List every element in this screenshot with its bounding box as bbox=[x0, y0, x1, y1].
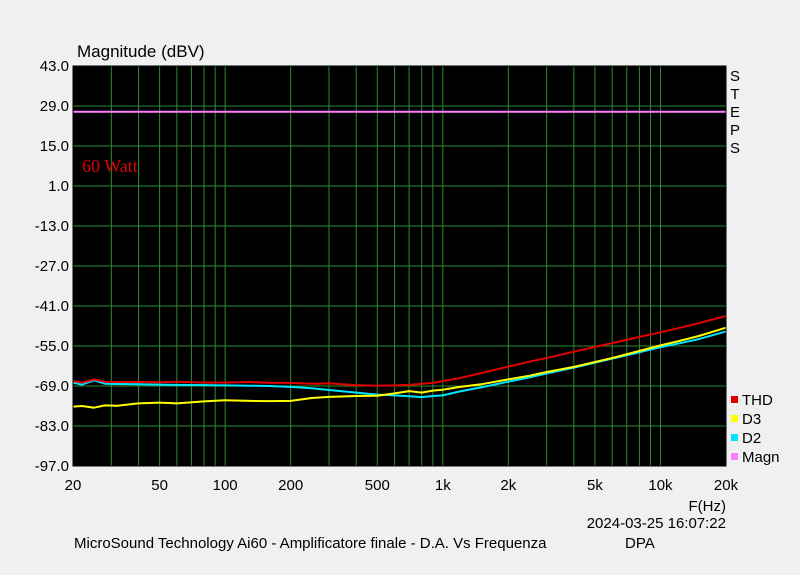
y-tick-label: -83.0 bbox=[35, 418, 69, 435]
x-tick-label: 20 bbox=[65, 477, 82, 494]
power-annotation: 60 Watt bbox=[82, 156, 138, 176]
x-tick-label: 5k bbox=[587, 477, 603, 494]
legend-swatch-thd bbox=[731, 396, 738, 403]
legend-swatch-magn bbox=[731, 453, 738, 460]
y-tick-label: -27.0 bbox=[35, 258, 69, 275]
series-group bbox=[72, 110, 727, 409]
y-tick-label: 43.0 bbox=[40, 58, 69, 75]
y-tick-label: 29.0 bbox=[40, 98, 69, 115]
chart-title: Magnitude (dBV) bbox=[77, 42, 205, 61]
x-axis-label: F(Hz) bbox=[689, 498, 727, 515]
steps-letter: P bbox=[730, 122, 740, 139]
series-line-d3 bbox=[72, 326, 727, 409]
footer-caption: MicroSound Technology Ai60 - Amplificato… bbox=[74, 535, 547, 552]
legend-label-magn: Magn bbox=[742, 449, 780, 466]
x-tick-label: 50 bbox=[151, 477, 168, 494]
y-tick-label: -97.0 bbox=[35, 458, 69, 475]
legend-label-thd: THD bbox=[742, 392, 773, 409]
series-line-thd bbox=[72, 315, 727, 387]
steps-letter: E bbox=[730, 104, 740, 121]
x-tick-label: 1k bbox=[435, 477, 451, 494]
x-tick-label: 10k bbox=[648, 477, 673, 494]
legend: THD D3 D2 Magn bbox=[731, 392, 780, 466]
steps-letter: S bbox=[730, 140, 740, 157]
y-tick-label: 1.0 bbox=[48, 178, 69, 195]
x-tick-label: 20k bbox=[714, 477, 739, 494]
x-tick-label: 200 bbox=[278, 477, 303, 494]
footer-tag: DPA bbox=[625, 535, 655, 552]
y-tick-labels: 43.0 29.0 15.0 1.0 -13.0 -27.0 -41.0 -55.0 -69.0… bbox=[35, 58, 69, 475]
y-tick-label: -55.0 bbox=[35, 338, 69, 355]
steps-letter: T bbox=[730, 86, 739, 103]
grid bbox=[72, 65, 727, 467]
x-tick-label: 2k bbox=[500, 477, 516, 494]
x-tick-labels: 20 50 100 200 500 1k 2k 5k 10k 20k bbox=[65, 477, 739, 494]
legend-label-d2: D2 bbox=[742, 430, 761, 447]
y-tick-label: -41.0 bbox=[35, 298, 69, 315]
steps-letter: S bbox=[730, 68, 740, 85]
plot-border bbox=[72, 65, 727, 467]
legend-swatch-d3 bbox=[731, 415, 738, 422]
y-tick-label: -13.0 bbox=[35, 218, 69, 235]
y-tick-label: 15.0 bbox=[40, 138, 69, 155]
x-tick-label: 100 bbox=[213, 477, 238, 494]
x-tick-label: 500 bbox=[365, 477, 390, 494]
legend-label-d3: D3 bbox=[742, 411, 761, 428]
timestamp: 2024-03-25 16:07:22 bbox=[587, 515, 726, 532]
legend-swatch-d2 bbox=[731, 434, 738, 441]
y-tick-label: -69.0 bbox=[35, 378, 69, 395]
